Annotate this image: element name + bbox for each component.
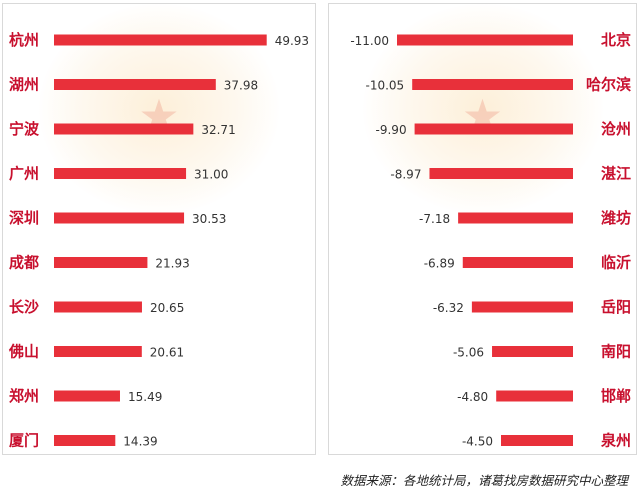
bar (54, 346, 142, 357)
bar (471, 301, 573, 313)
value-label: 49.93 (275, 34, 309, 48)
value-label: 32.71 (201, 123, 235, 137)
category-label: 泉州 (600, 432, 631, 450)
data-source-note: 数据来源：各地统计局，诸葛找房数据研究中心整理 (340, 473, 628, 488)
value-label: 20.61 (150, 346, 184, 360)
category-label: 邯郸 (601, 387, 631, 405)
category-label: 沧州 (601, 120, 631, 138)
category-label: 湛江 (601, 165, 631, 183)
value-label: -9.90 (376, 123, 407, 137)
category-label: 岳阳 (601, 298, 631, 316)
bar (54, 79, 216, 90)
value-label: 15.49 (128, 390, 162, 404)
value-label: -11.00 (350, 34, 389, 48)
value-label: -8.97 (390, 168, 421, 182)
value-label: -5.06 (453, 346, 484, 360)
bar (501, 435, 573, 446)
bar (54, 123, 194, 135)
bar (54, 390, 120, 402)
bar (496, 390, 573, 402)
category-label: 潍坊 (601, 209, 631, 227)
category-label: 临沂 (601, 254, 631, 272)
category-label: 长沙 (9, 298, 39, 316)
value-label: -4.50 (462, 435, 493, 449)
value-label: -10.05 (366, 79, 405, 93)
value-label: 30.53 (192, 212, 226, 226)
right-chart-panel: ★ -11.00 北京 -10.05 哈尔滨 -9.90 沧州 -8.97 湛江 -7.18 潍坊… (328, 3, 637, 455)
bar (54, 301, 142, 313)
bar (54, 435, 116, 446)
bar (458, 212, 573, 224)
category-label: 湖州 (9, 76, 39, 94)
category-label: 深圳 (9, 209, 39, 227)
bar (462, 257, 573, 268)
category-label: 北京 (601, 31, 631, 49)
category-label: 杭州 (9, 31, 39, 49)
category-label: 宁波 (9, 120, 40, 138)
bar (414, 123, 573, 135)
bar (397, 34, 573, 46)
bar (492, 346, 573, 357)
category-label: 广州 (9, 165, 39, 183)
value-label: -4.80 (457, 390, 488, 404)
category-label: 佛山 (8, 343, 39, 361)
bar (54, 257, 148, 268)
right-bar-chart: -11.00 北京 -10.05 哈尔滨 -9.90 沧州 -8.97 湛江 -7.18 潍坊 -6… (350, 31, 631, 450)
value-label: 14.39 (123, 435, 157, 449)
bar (54, 34, 267, 46)
bar (429, 168, 573, 179)
value-label: -7.18 (419, 212, 450, 226)
category-label: 南阳 (601, 343, 631, 361)
left-chart-panel: ★ 杭州 49.93 湖州 37.98 宁波 32.71 广州 31.00 深圳 30.53 成都 2… (2, 3, 316, 455)
bar (412, 79, 573, 90)
value-label: 37.98 (224, 79, 258, 93)
bar (54, 212, 185, 224)
category-label: 成都 (9, 254, 39, 272)
category-label: 厦门 (9, 432, 39, 450)
category-label: 哈尔滨 (586, 76, 631, 94)
category-label: 郑州 (9, 387, 39, 405)
value-label: 21.93 (155, 257, 189, 271)
left-bar-chart: 杭州 49.93 湖州 37.98 宁波 32.71 广州 31.00 深圳 30.53 成都 21.… (8, 31, 309, 450)
value-label: -6.32 (433, 301, 464, 315)
value-label: 31.00 (194, 168, 228, 182)
value-label: 20.65 (150, 301, 184, 315)
value-label: -6.89 (424, 257, 455, 271)
bar (54, 168, 187, 179)
